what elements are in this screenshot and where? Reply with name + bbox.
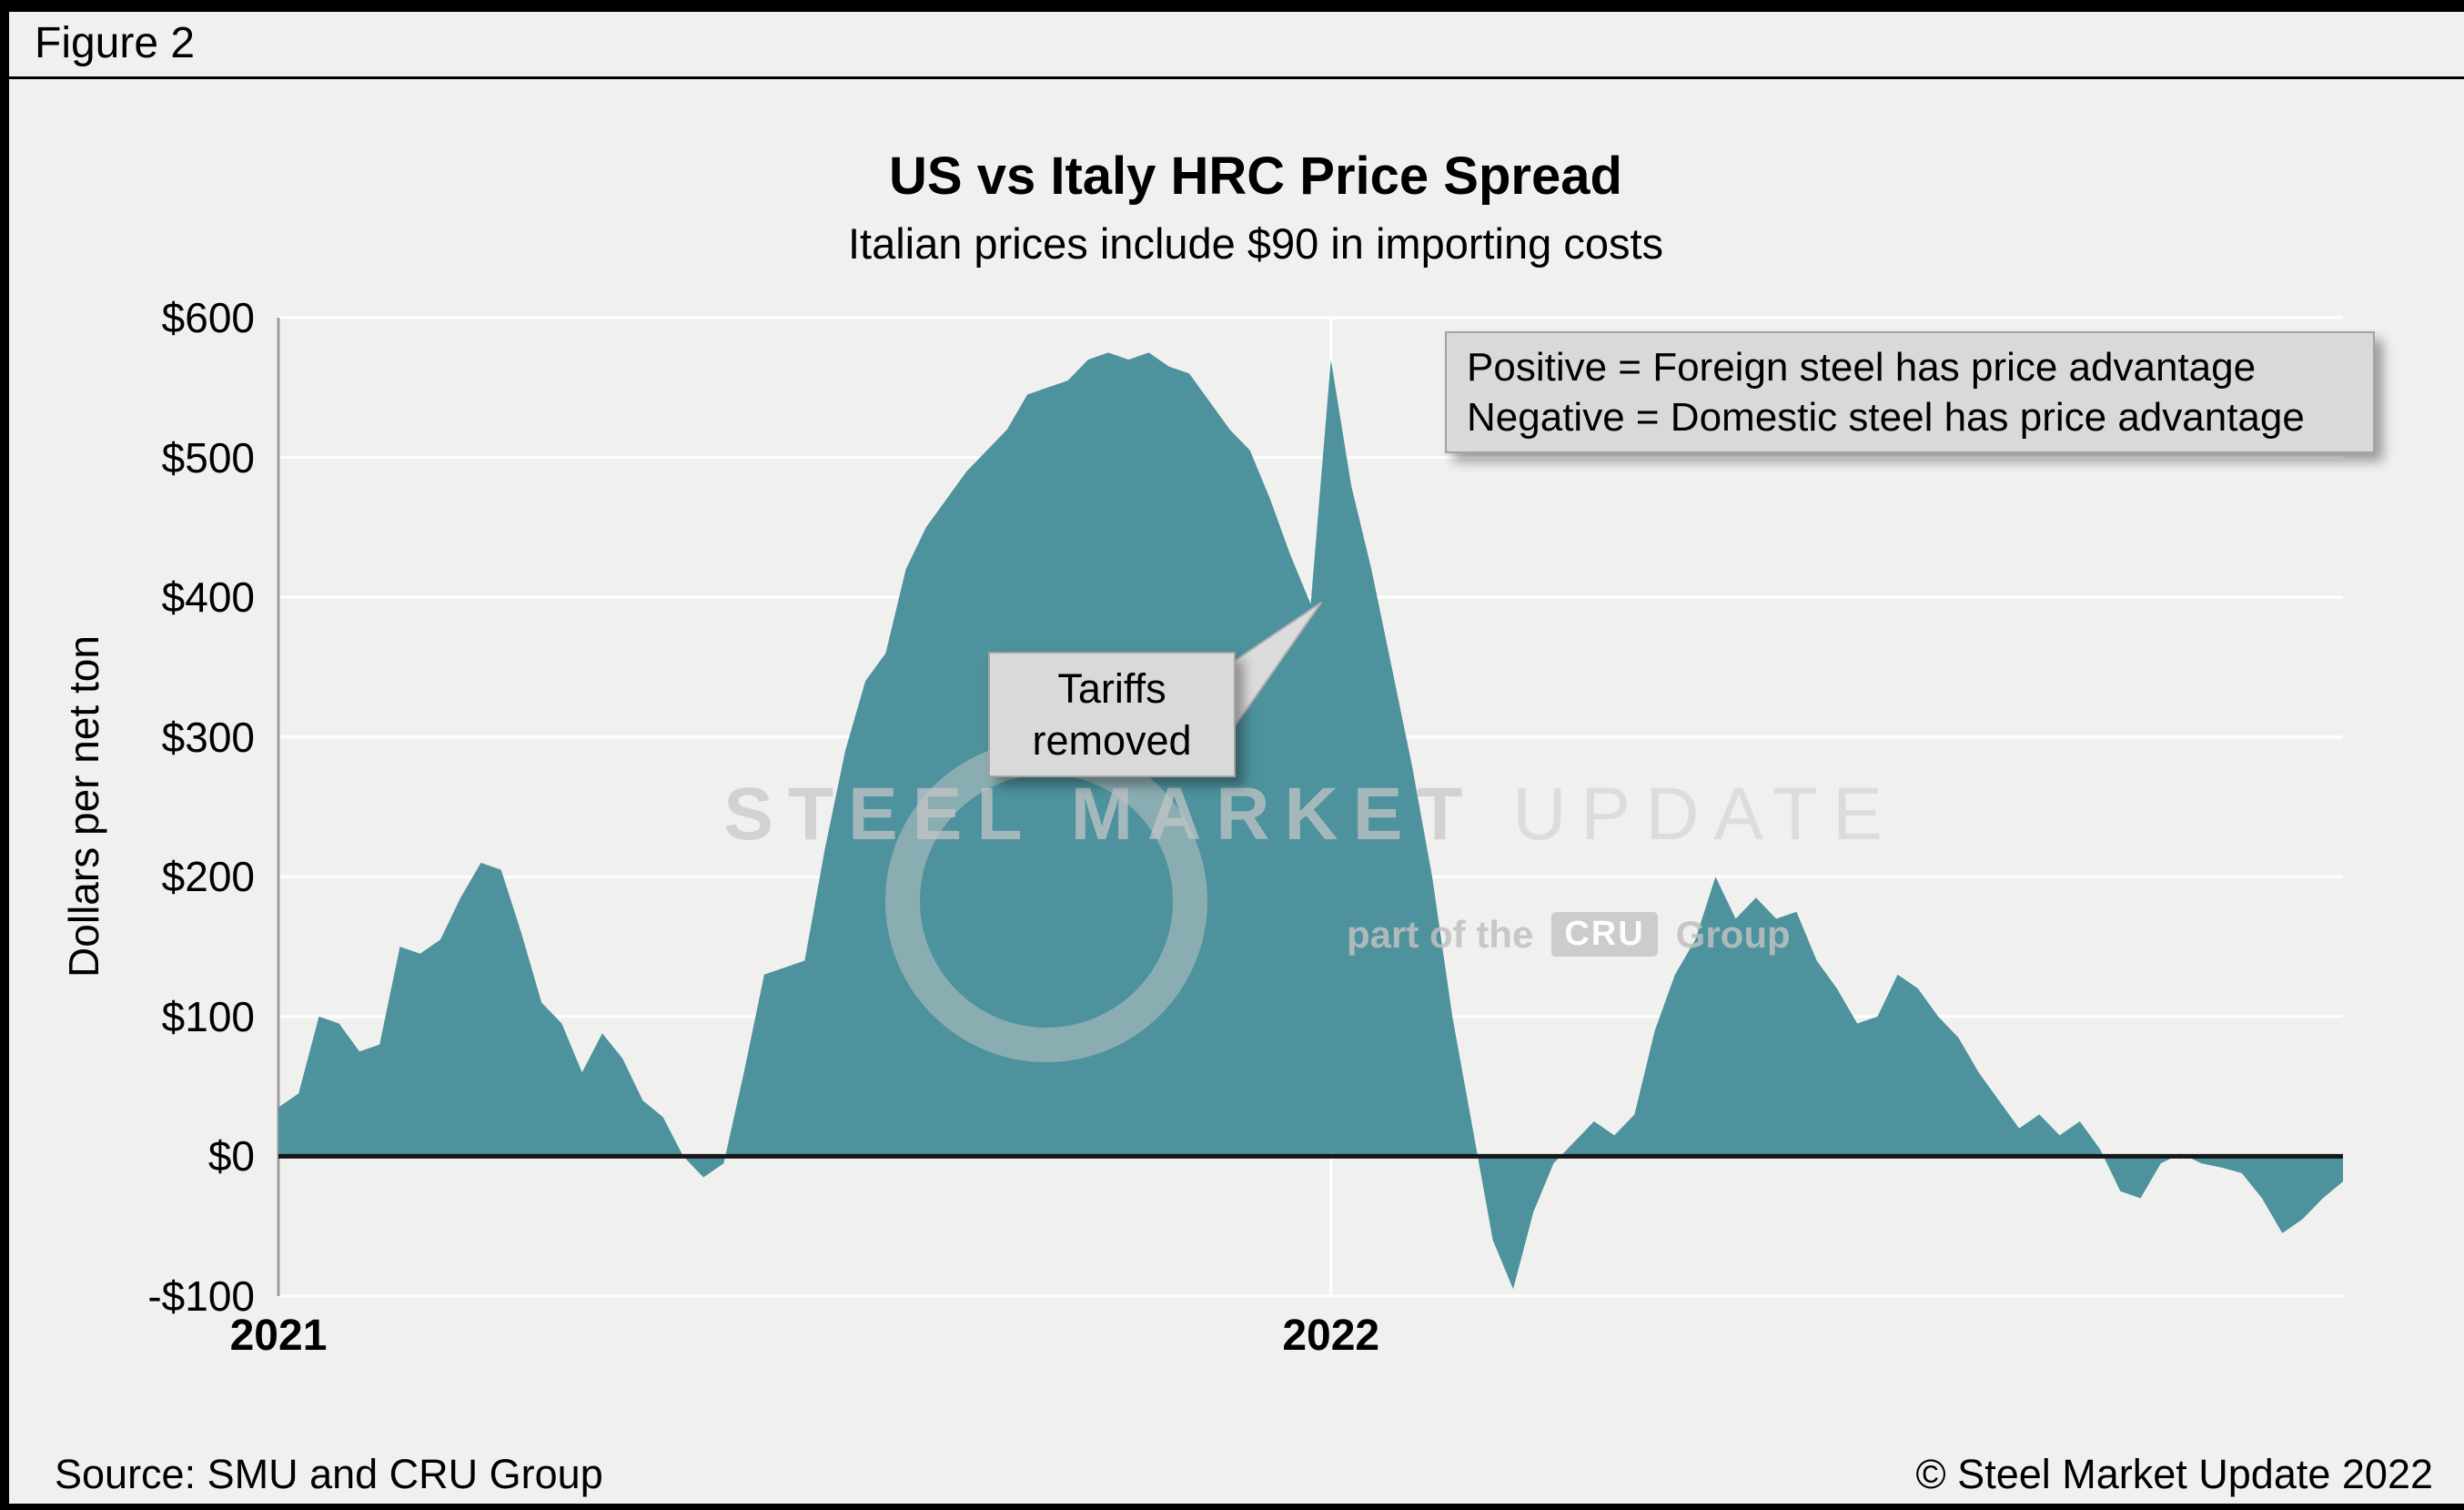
y-tick-label: $300 [161, 713, 255, 761]
price-spread-series-area [278, 352, 2343, 1290]
callout-line1: Tariffs [1057, 665, 1166, 712]
source-credit: Source: SMU and CRU Group [55, 1451, 603, 1497]
x-tick-label: 2022 [1282, 1312, 1380, 1360]
watermark-brand-strong: STEEL MARKET [723, 773, 1478, 856]
y-tick-label: -$100 [147, 1272, 255, 1320]
watermark-brand-light: UPDATE [1477, 773, 1897, 856]
y-tick-label: $200 [161, 853, 255, 901]
tariffs-removed-callout: Tariffs removed [988, 652, 1236, 777]
y-tick-label: $100 [161, 992, 255, 1040]
window-top-edge [0, 0, 2464, 12]
copyright-notice: © Steel Market Update 2022 [1915, 1451, 2433, 1497]
legend-note-box: Positive = Foreign steel has price advan… [1445, 331, 2375, 453]
x-tick-label: 2021 [229, 1312, 328, 1360]
y-tick-label: $600 [161, 294, 255, 341]
note-line-positive: Positive = Foreign steel has price advan… [1467, 345, 2257, 390]
figure-rule [9, 76, 2464, 79]
y-axis-label: Dollars per net ton [60, 635, 107, 978]
y-tick-label: $500 [161, 433, 255, 481]
y-tick-label: $400 [161, 573, 255, 622]
window-bottom-edge [0, 1504, 2464, 1510]
callout-line2: removed [1032, 717, 1192, 764]
steel-market-update-watermark: STEEL MARKET UPDATE [0, 772, 2464, 857]
watermark-tagline: part of the CRU Group [1347, 912, 1791, 957]
window-left-edge [0, 0, 9, 1510]
watermark-tagline-prefix: part of the [1347, 912, 1534, 956]
callout-pointer [1234, 602, 1322, 727]
y-tick-label: $0 [207, 1132, 255, 1181]
note-line-negative: Negative = Domestic steel has price adva… [1467, 395, 2305, 440]
watermark-tagline-suffix: Group [1675, 912, 1791, 956]
cru-logo: CRU [1551, 912, 1658, 957]
figure-label: Figure 2 [35, 19, 196, 67]
chart-subtitle: Italian prices include $90 in importing … [847, 219, 1664, 268]
chart-title: US vs Italy HRC Price Spread [889, 147, 1622, 206]
